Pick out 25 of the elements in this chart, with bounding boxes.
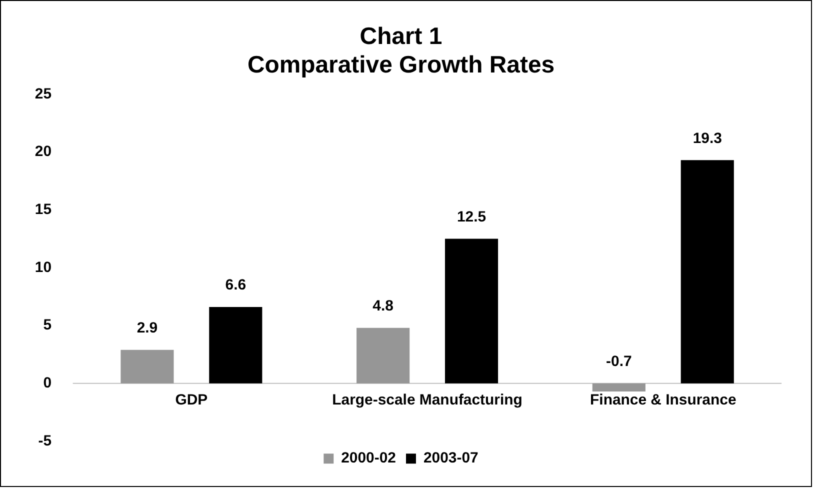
legend-label: 2000-02 xyxy=(341,450,396,467)
data-label: 6.6 xyxy=(225,276,246,294)
data-label: -0.7 xyxy=(606,353,632,370)
data-label: 4.8 xyxy=(372,298,394,315)
y-tick-label: -5 xyxy=(38,432,52,450)
bar xyxy=(592,383,646,392)
y-tick-label: 0 xyxy=(43,374,52,392)
data-label: 2.9 xyxy=(136,320,158,337)
bar xyxy=(444,238,498,384)
bar xyxy=(680,160,734,384)
bar xyxy=(356,328,410,384)
x-tick-label: Finance & Insurance xyxy=(590,391,736,408)
y-tick-label: 10 xyxy=(34,258,52,276)
y-tick-label: 20 xyxy=(34,143,52,160)
bar xyxy=(120,350,174,384)
data-label: 19.3 xyxy=(692,130,722,147)
x-tick-label: GDP xyxy=(175,391,208,408)
bar xyxy=(209,307,262,384)
y-tick-label: 5 xyxy=(43,316,52,334)
x-tick-label: Large-scale Manufacturing xyxy=(332,391,522,408)
y-tick-label: 15 xyxy=(34,201,52,218)
chart-title: Chart 1 Comparative Growth Rates xyxy=(247,22,555,79)
data-label: 12.5 xyxy=(456,208,486,226)
legend-label: 2003-07 xyxy=(423,450,478,467)
y-tick-label: 25 xyxy=(34,85,52,102)
